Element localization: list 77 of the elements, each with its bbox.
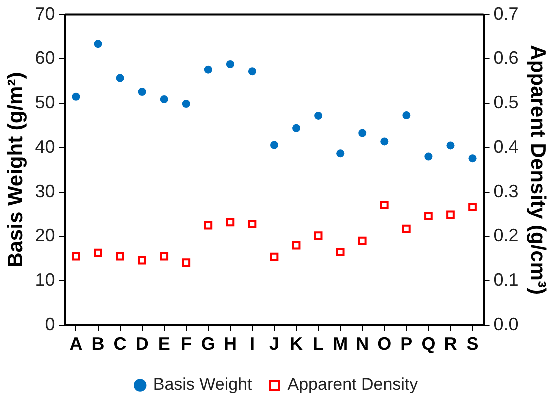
point <box>72 92 80 101</box>
point <box>182 100 190 108</box>
point <box>380 200 389 210</box>
x-tick-label: M <box>333 334 348 354</box>
x-tick-label: P <box>400 334 413 354</box>
y2-tick-label: 0.6 <box>494 48 519 68</box>
point <box>358 236 367 246</box>
y2-tick-label: 0.3 <box>494 181 519 202</box>
y2-tick-label: 0.0 <box>494 314 519 334</box>
y-tick-label: 0 <box>45 314 56 334</box>
point <box>226 60 234 68</box>
x-tick-label: I <box>250 334 255 354</box>
legend-label: Basis Weight <box>153 375 253 394</box>
point <box>138 88 146 96</box>
point <box>402 112 411 120</box>
y-tick-label: 20 <box>35 226 56 246</box>
x-tick-label: F <box>180 334 192 354</box>
point <box>314 112 323 120</box>
y-tick-label: 70 <box>35 4 56 24</box>
point <box>182 258 191 268</box>
x-tick-label: B <box>92 334 105 354</box>
point <box>94 248 102 258</box>
y-axis-title: Basis Weight (g/m²) <box>4 72 28 268</box>
point <box>336 248 345 256</box>
y2-tick-label: 0.5 <box>494 92 519 113</box>
y-tick-label: 60 <box>35 48 56 68</box>
point <box>226 218 235 227</box>
x-tick-label: S <box>466 334 479 354</box>
x-tick-label: E <box>158 334 170 354</box>
point <box>160 252 169 261</box>
x-tick-label: H <box>224 334 237 354</box>
point <box>402 224 411 234</box>
point <box>270 141 278 150</box>
point <box>424 152 433 161</box>
y2-tick-label: 0.4 <box>494 136 519 157</box>
point <box>468 154 477 163</box>
point <box>204 221 213 230</box>
point <box>248 68 256 76</box>
point <box>314 232 323 240</box>
point <box>424 212 433 220</box>
y2-tick-label: 0.2 <box>494 226 519 246</box>
y2-tick-label: 0.1 <box>494 270 519 290</box>
x-tick-label: C <box>114 334 127 354</box>
point <box>292 124 301 132</box>
point <box>204 66 212 74</box>
x-tick-label: N <box>356 334 370 354</box>
x-tick-label: R <box>444 334 458 354</box>
point <box>336 150 345 158</box>
point <box>248 220 257 228</box>
point <box>72 252 80 261</box>
y-tick-label: 10 <box>35 270 56 290</box>
point <box>116 252 124 261</box>
point <box>446 142 455 150</box>
point <box>468 203 477 212</box>
point <box>446 210 455 220</box>
x-tick-label: O <box>378 334 392 354</box>
point <box>358 129 367 138</box>
y-tick-label: 30 <box>35 181 56 202</box>
y-tick-label: 40 <box>35 136 56 157</box>
point <box>160 96 168 104</box>
point <box>116 74 124 82</box>
x-tick-label: G <box>201 334 216 354</box>
y-tick-label: 50 <box>35 92 56 113</box>
legend-label: Apparent Density <box>288 375 419 394</box>
x-tick-label: D <box>136 334 149 354</box>
point <box>292 241 301 250</box>
point <box>380 138 389 146</box>
x-tick-label: Q <box>422 334 436 354</box>
y2-tick-label: 0.7 <box>494 4 519 24</box>
x-tick-label: K <box>290 334 304 354</box>
x-tick-label: L <box>313 334 324 354</box>
point <box>138 256 147 265</box>
point <box>94 40 102 48</box>
point <box>270 252 279 262</box>
x-tick-label: A <box>70 334 83 354</box>
x-tick-label: J <box>269 334 280 354</box>
y2-axis-title: Apparent Density (g/cm³) <box>526 45 550 295</box>
